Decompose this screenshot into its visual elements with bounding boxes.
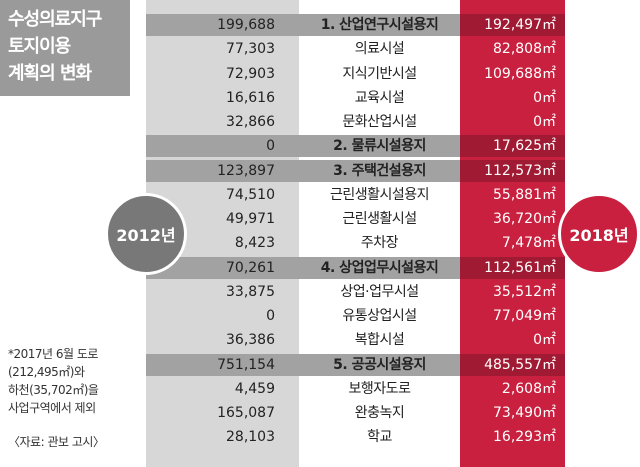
- value-2018: 35,512㎡: [493, 283, 556, 300]
- table-row: 4,459 보행자도로 2,608㎡: [146, 378, 565, 400]
- category-row: 0 2. 물류시설용지 17,625㎡: [146, 135, 565, 158]
- year-2012-badge: 2012년: [105, 193, 187, 275]
- footnote-line: 하천(35,702㎡)을: [8, 383, 99, 397]
- land-use-name: 문화산업시설: [342, 114, 417, 130]
- land-use-name: 근린생활시설: [342, 211, 417, 227]
- value-2012: 165,087: [217, 405, 275, 421]
- value-2012: 8,423: [234, 235, 275, 252]
- column-2018-background: [460, 0, 565, 467]
- land-use-name: 보행자도로: [348, 380, 411, 397]
- land-use-name: 완충녹지: [354, 405, 405, 421]
- land-use-name: 상업·업무시설: [340, 283, 419, 300]
- value-2018: 36,720㎡: [493, 211, 556, 227]
- table-row: 8,423 주차장 7,478㎡: [146, 232, 565, 254]
- table-row: 36,386 복합시설 0㎡: [146, 329, 565, 351]
- value-2018: 82,808㎡: [493, 41, 556, 58]
- table-row: 77,303 의료시설 82,808㎡: [146, 38, 565, 60]
- footnote: *2017년 6월 도로 (212,495㎡)와 하천(35,702㎡)을 사업…: [8, 345, 148, 417]
- value-2018: 0㎡: [533, 332, 556, 349]
- land-use-name: 교육시설: [354, 89, 405, 106]
- value-2018: 73,490㎡: [493, 405, 556, 421]
- value-2018: 109,688㎡: [484, 65, 556, 82]
- category-row: 751,154 5. 공공시설용지 485,557㎡: [146, 353, 565, 376]
- chart-title-line-1: 수성의료지구: [8, 9, 102, 30]
- table-row: 74,510 근린생활시설용지 55,881㎡: [146, 184, 565, 206]
- footnote-line: *2017년 6월 도로: [8, 347, 98, 361]
- chart-title-line-3: 계획의 변화: [8, 63, 92, 84]
- value-2012: 123,897: [217, 162, 275, 179]
- chart-title-box: 수성의료지구 토지이용 계획의 변화: [0, 0, 130, 96]
- land-use-name: 3. 주택건설용지: [333, 162, 426, 179]
- value-2018: 0㎡: [533, 89, 556, 106]
- land-use-name: 복합시설: [354, 332, 405, 349]
- value-2012: 0: [266, 308, 275, 324]
- value-2012: 77,303: [226, 41, 275, 58]
- value-2018: 112,573㎡: [460, 159, 565, 182]
- value-2012: 4,459: [234, 380, 275, 397]
- table-row: 28,103 학교 16,293㎡: [146, 426, 565, 448]
- table-row: 33,875 상업·업무시설 35,512㎡: [146, 281, 565, 303]
- land-use-name: 유통상업시설: [342, 308, 417, 324]
- year-2018-badge: 2018년: [558, 193, 640, 275]
- source-note: 〈자료: 관보 고시〉: [8, 435, 105, 449]
- value-2018: 55,881㎡: [493, 186, 556, 203]
- land-use-name: 지식기반시설: [342, 65, 417, 82]
- value-2012: 28,103: [226, 429, 275, 446]
- land-use-name: 의료시설: [354, 41, 405, 58]
- value-2012: 70,261: [226, 259, 275, 276]
- value-2018: 192,497㎡: [460, 14, 565, 36]
- value-2012: 32,866: [226, 114, 275, 130]
- table-row: 72,903 지식기반시설 109,688㎡: [146, 63, 565, 85]
- table-row: 32,866 문화산업시설 0㎡: [146, 111, 565, 133]
- value-2012: 199,688: [217, 17, 275, 33]
- value-2012: 72,903: [226, 65, 275, 82]
- table-row: 165,087 완충녹지 73,490㎡: [146, 402, 565, 424]
- table-row: 16,616 교육시설 0㎡: [146, 87, 565, 109]
- value-2018: 485,557㎡: [460, 353, 565, 376]
- table-row: 0 유통상업시설 77,049㎡: [146, 305, 565, 327]
- land-use-name: 5. 공공시설용지: [333, 356, 426, 373]
- value-2018: 16,293㎡: [493, 429, 556, 446]
- footnote-line: 사업구역에서 제외: [8, 401, 96, 415]
- value-2012: 0: [266, 138, 275, 155]
- value-2012: 751,154: [217, 356, 275, 373]
- category-row: 123,897 3. 주택건설용지 112,573㎡: [146, 159, 565, 182]
- land-use-name: 근린생활시설용지: [329, 186, 430, 203]
- land-use-name: 4. 상업업무시설용지: [320, 259, 439, 276]
- land-use-name: 주차장: [360, 235, 399, 252]
- value-2012: 49,971: [226, 211, 275, 227]
- land-use-name: 1. 산업연구시설용지: [320, 17, 439, 33]
- table-row: 49,971 근린생활시설 36,720㎡: [146, 208, 565, 230]
- value-2018: 2,608㎡: [501, 380, 556, 397]
- value-2018: 112,561㎡: [460, 256, 565, 279]
- value-2018: 0㎡: [533, 114, 556, 130]
- value-2012: 74,510: [226, 186, 275, 203]
- value-2012: 16,616: [226, 89, 275, 106]
- value-2018: 7,478㎡: [501, 235, 556, 252]
- value-2018: 17,625㎡: [460, 135, 565, 158]
- value-2012: 36,386: [226, 332, 275, 349]
- footnote-line: (212,495㎡)와: [8, 365, 85, 379]
- category-row: 199,688 1. 산업연구시설용지 192,497㎡: [146, 14, 565, 36]
- value-2018: 77,049㎡: [493, 308, 556, 324]
- land-use-name: 학교: [367, 429, 392, 446]
- category-row: 70,261 4. 상업업무시설용지 112,561㎡: [146, 256, 565, 279]
- land-use-name: 2. 물류시설용지: [333, 138, 426, 155]
- value-2012: 33,875: [226, 283, 275, 300]
- chart-title-line-2: 토지이용: [8, 36, 71, 57]
